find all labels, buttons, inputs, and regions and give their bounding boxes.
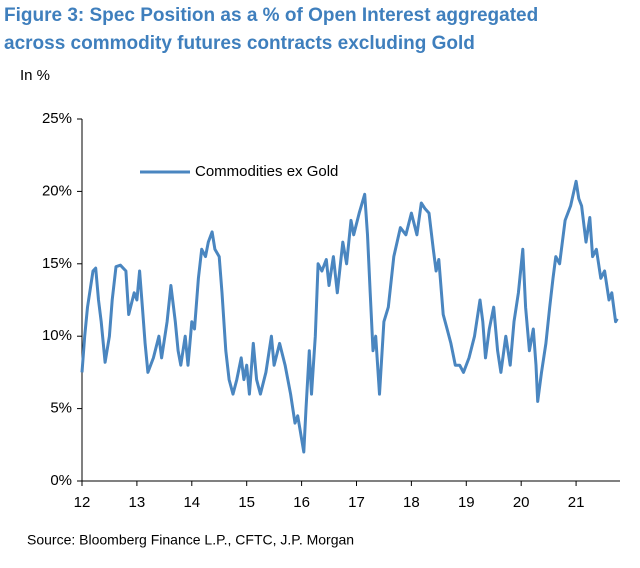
legend-label: Commodities ex Gold <box>195 163 338 180</box>
data-line <box>80 179 619 454</box>
x-tick-label: 18 <box>403 494 420 511</box>
x-tick-label: 17 <box>348 494 365 511</box>
x-tick-label: 20 <box>513 494 530 511</box>
x-tick-label: 19 <box>458 494 475 511</box>
y-tick-label: 0% <box>50 472 72 489</box>
x-tick-label: 12 <box>74 494 91 511</box>
x-tick-label: 14 <box>183 494 200 511</box>
x-tick-label: 15 <box>238 494 255 511</box>
subtitle: In % <box>20 67 50 84</box>
y-tick-label: 5% <box>50 400 72 417</box>
x-tick-label: 16 <box>293 494 310 511</box>
y-tick-label: 15% <box>42 255 72 272</box>
y-tick-label: 10% <box>42 327 72 344</box>
chart-title: across commodity futures contracts exclu… <box>4 33 475 54</box>
x-tick-label: 13 <box>129 494 146 511</box>
y-tick-label: 25% <box>42 110 72 127</box>
x-tick-label: 21 <box>568 494 585 511</box>
y-tick-label: 20% <box>42 182 72 199</box>
chart-title: Figure 3: Spec Position as a % of Open I… <box>4 5 538 26</box>
source: Source: Bloomberg Finance L.P., CFTC, J.… <box>27 532 354 548</box>
